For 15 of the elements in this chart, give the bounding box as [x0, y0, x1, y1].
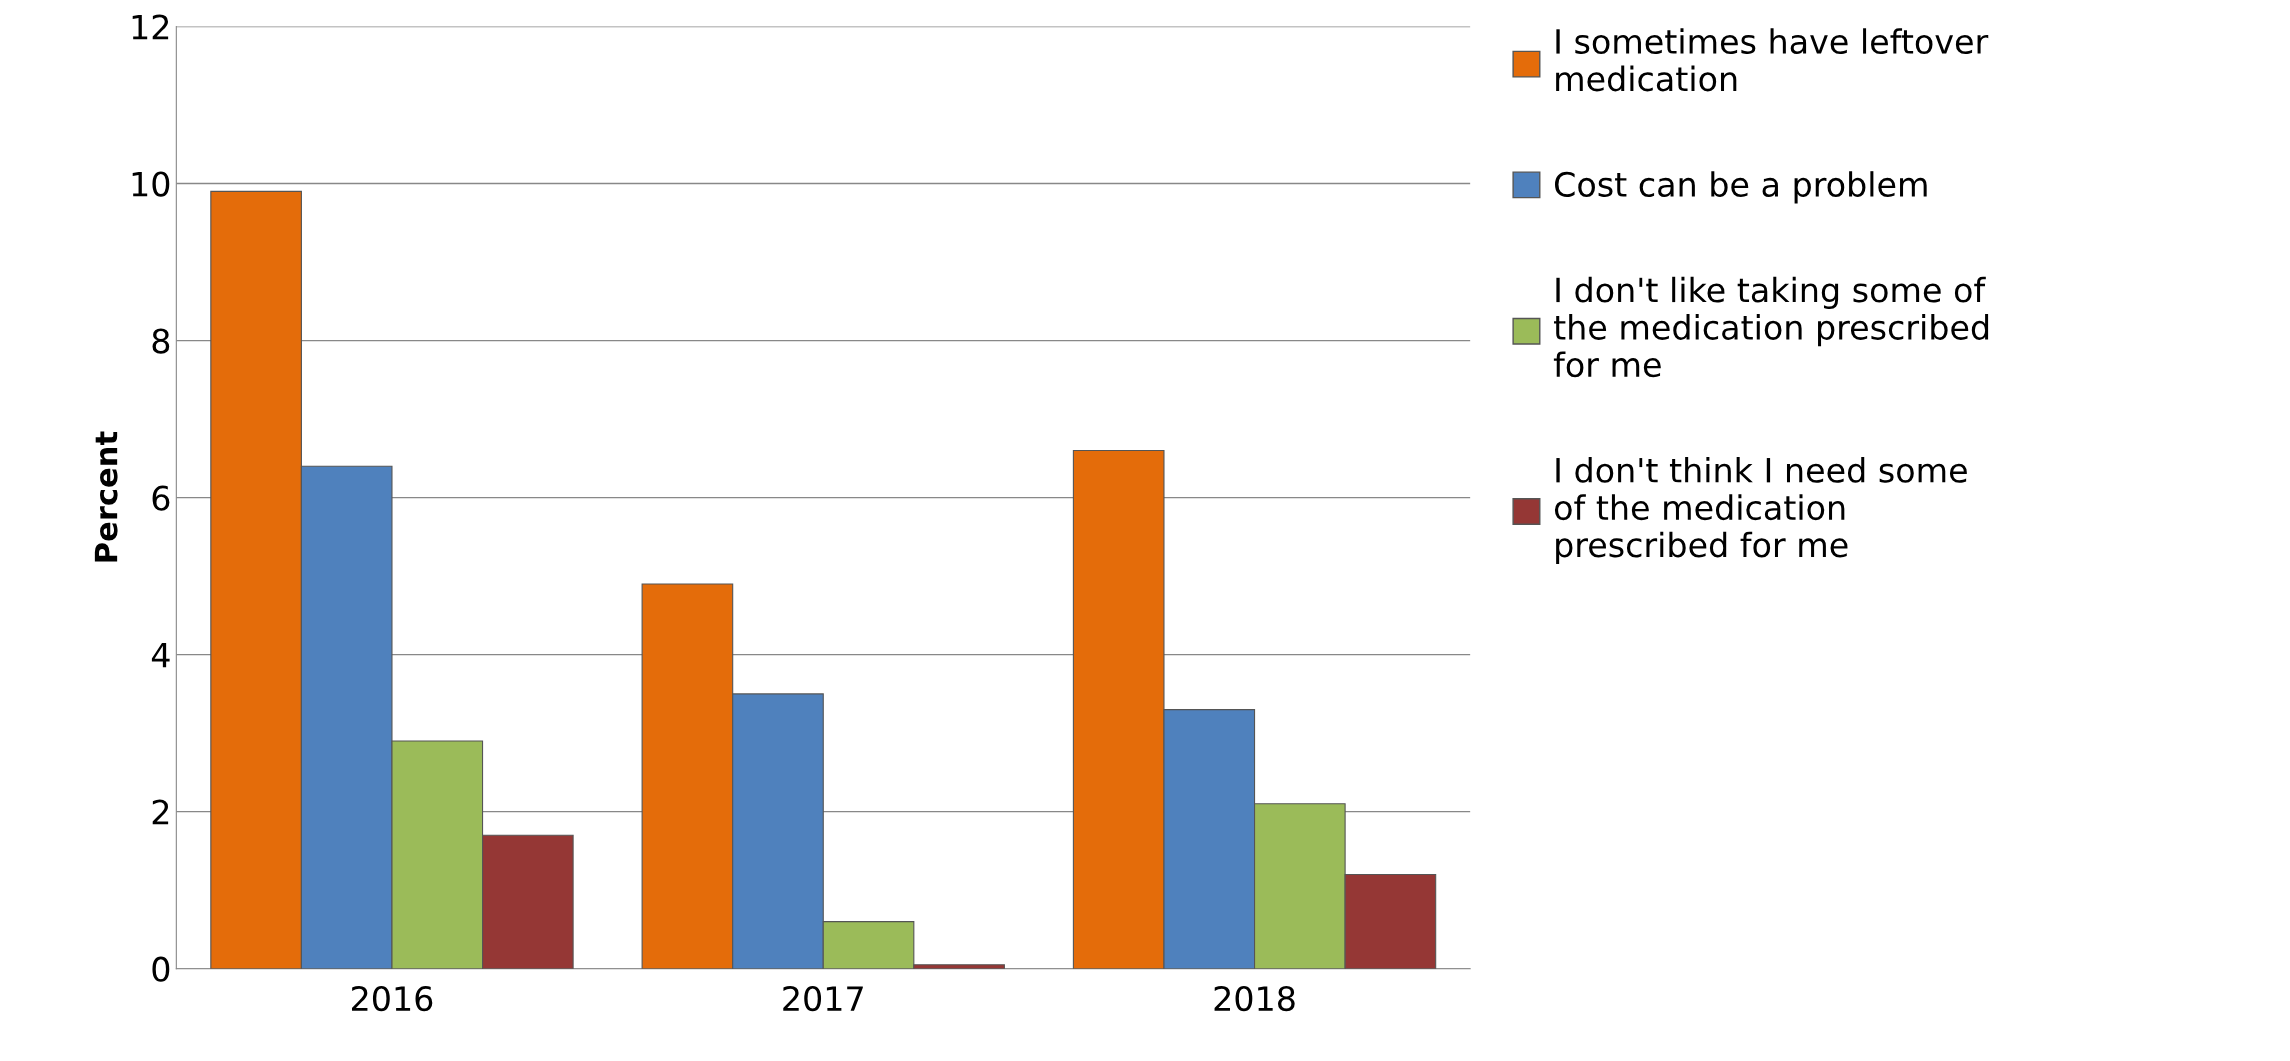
- legend-label: I don't think I need some of the medication prescribed for me: [1554, 457, 1967, 564]
- y-tick-label: 2: [152, 799, 169, 825]
- x-tick-label: 2017: [783, 985, 863, 1012]
- legend-label: I don't like taking some of the medication prescribed for me: [1553, 276, 1989, 378]
- x-tick-label: 2016: [352, 985, 433, 1012]
- y-tick-label: 0: [152, 956, 170, 982]
- legend-label: Cost can be a problem: [1554, 171, 1927, 204]
- y-tick-label: 12: [132, 14, 169, 40]
- y-tick-label: 6: [152, 485, 170, 511]
- y-tick-label: 4: [151, 643, 170, 668]
- x-tick-label: 2018: [1214, 985, 1295, 1012]
- y-axis-title: Percent: [94, 431, 118, 562]
- y-tick-label: 10: [132, 171, 170, 197]
- legend-label: I sometimes have leftover medication: [1556, 28, 1989, 92]
- y-tick-label: 8: [152, 328, 170, 354]
